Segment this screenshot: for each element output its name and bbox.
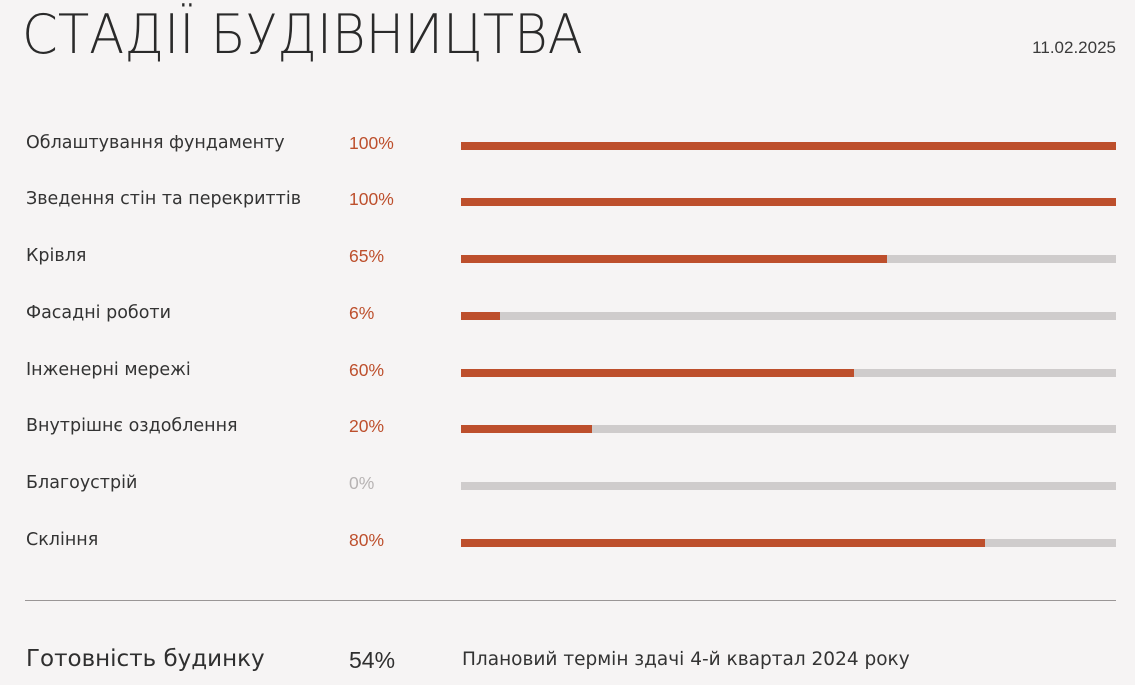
divider: [25, 600, 1116, 601]
stage-percent: 60%: [349, 360, 385, 380]
stage-percent: 100%: [349, 133, 394, 153]
stage-percent: 20%: [349, 416, 385, 436]
stage-row: Крівля 65%: [0, 244, 1135, 274]
progress-bar-fill: [461, 255, 887, 263]
progress-bar-track: [461, 482, 1116, 490]
progress-bar-fill: [461, 539, 985, 547]
stage-row: Інженерні мережі 60%: [0, 358, 1135, 388]
stage-name: Скління: [26, 530, 99, 550]
summary-label: Готовність будинку: [26, 646, 265, 672]
progress-bar-track: [461, 539, 1116, 547]
progress-bar-fill: [461, 369, 854, 377]
stage-row: Зведення стін та перекриттів 100%: [0, 187, 1135, 217]
stage-percent: 100%: [349, 189, 394, 209]
stage-name: Інженерні мережі: [26, 360, 191, 380]
stage-row: Фасадні роботи 6%: [0, 301, 1135, 331]
progress-bar-track: [461, 142, 1116, 150]
summary-percent: 54%: [349, 647, 396, 673]
progress-bar-fill: [461, 312, 501, 320]
progress-bar-track: [461, 255, 1116, 263]
progress-bar-fill: [461, 198, 1116, 206]
completion-deadline-note: Плановий термін здачі 4-й квартал 2024 р…: [462, 649, 910, 670]
progress-bar-track: [461, 369, 1116, 377]
stage-name: Крівля: [26, 246, 87, 266]
page-title: СТАДІЇ БУДІВНИЦТВА: [22, 3, 583, 66]
stage-row: Скління 80%: [0, 528, 1135, 558]
stage-name: Облаштування фундаменту: [26, 133, 285, 153]
stage-name: Фасадні роботи: [26, 303, 171, 323]
stage-percent: 6%: [349, 303, 375, 323]
stage-percent: 0%: [349, 473, 375, 493]
stage-name: Внутрішнє оздоблення: [26, 416, 238, 436]
progress-bar-track: [461, 198, 1116, 206]
update-date: 11.02.2025: [1032, 38, 1116, 57]
stage-row: Благоустрій 0%: [0, 471, 1135, 501]
progress-bar-fill: [461, 142, 1116, 150]
stage-name: Благоустрій: [26, 473, 138, 493]
progress-bar-track: [461, 312, 1116, 320]
progress-bar-track: [461, 425, 1116, 433]
stage-row: Облаштування фундаменту 100%: [0, 131, 1135, 161]
stage-name: Зведення стін та перекриттів: [26, 189, 302, 209]
stage-row: Внутрішнє оздоблення 20%: [0, 414, 1135, 444]
stages-list: Облаштування фундаменту 100% Зведення ст…: [0, 131, 1135, 558]
stage-percent: 80%: [349, 530, 385, 550]
progress-bar-fill: [461, 425, 592, 433]
stage-percent: 65%: [349, 246, 385, 266]
